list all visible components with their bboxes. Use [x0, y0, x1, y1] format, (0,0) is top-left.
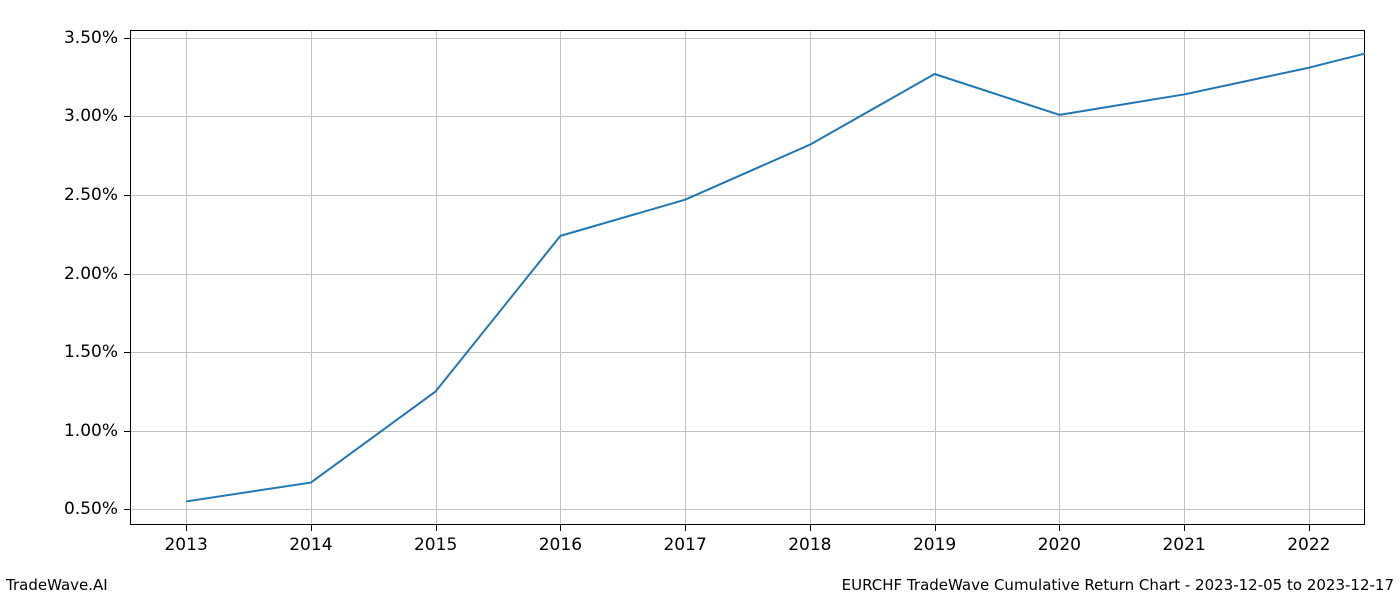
x-tick: [685, 525, 686, 531]
y-tick-label: 1.00%: [64, 421, 118, 441]
x-tick-label: 2018: [788, 535, 831, 555]
x-tick: [1309, 525, 1310, 531]
x-tick-label: 2020: [1038, 535, 1081, 555]
footer-left-text: TradeWave.AI: [6, 576, 108, 594]
x-tick-label: 2013: [164, 535, 207, 555]
footer-right-text: EURCHF TradeWave Cumulative Return Chart…: [842, 576, 1394, 594]
x-tick-label: 2015: [414, 535, 457, 555]
plot-area: 0.50%1.00%1.50%2.00%2.50%3.00%3.50%20132…: [130, 30, 1365, 525]
x-tick-label: 2019: [913, 535, 956, 555]
x-tick: [186, 525, 187, 531]
return-line: [186, 54, 1365, 502]
y-tick-label: 3.50%: [64, 28, 118, 48]
x-tick-label: 2021: [1162, 535, 1205, 555]
x-tick: [436, 525, 437, 531]
y-tick-label: 0.50%: [64, 499, 118, 519]
x-tick: [935, 525, 936, 531]
x-tick: [810, 525, 811, 531]
x-tick: [1059, 525, 1060, 531]
x-tick-label: 2017: [663, 535, 706, 555]
line-series-svg: [130, 30, 1365, 525]
y-tick-label: 2.00%: [64, 264, 118, 284]
x-tick-label: 2014: [289, 535, 332, 555]
chart-container: 0.50% 1.00% 1.50% 2.00% 2.50% 3.00% 3.50% 2013 2…: [0, 0, 1400, 600]
x-tick: [311, 525, 312, 531]
y-tick-label: 3.00%: [64, 106, 118, 126]
y-tick-label: 1.50%: [64, 342, 118, 362]
y-tick-label: 2.50%: [64, 185, 118, 205]
x-tick-label: 2022: [1287, 535, 1330, 555]
x-tick-label: 2016: [539, 535, 582, 555]
x-tick: [1184, 525, 1185, 531]
x-tick: [560, 525, 561, 531]
